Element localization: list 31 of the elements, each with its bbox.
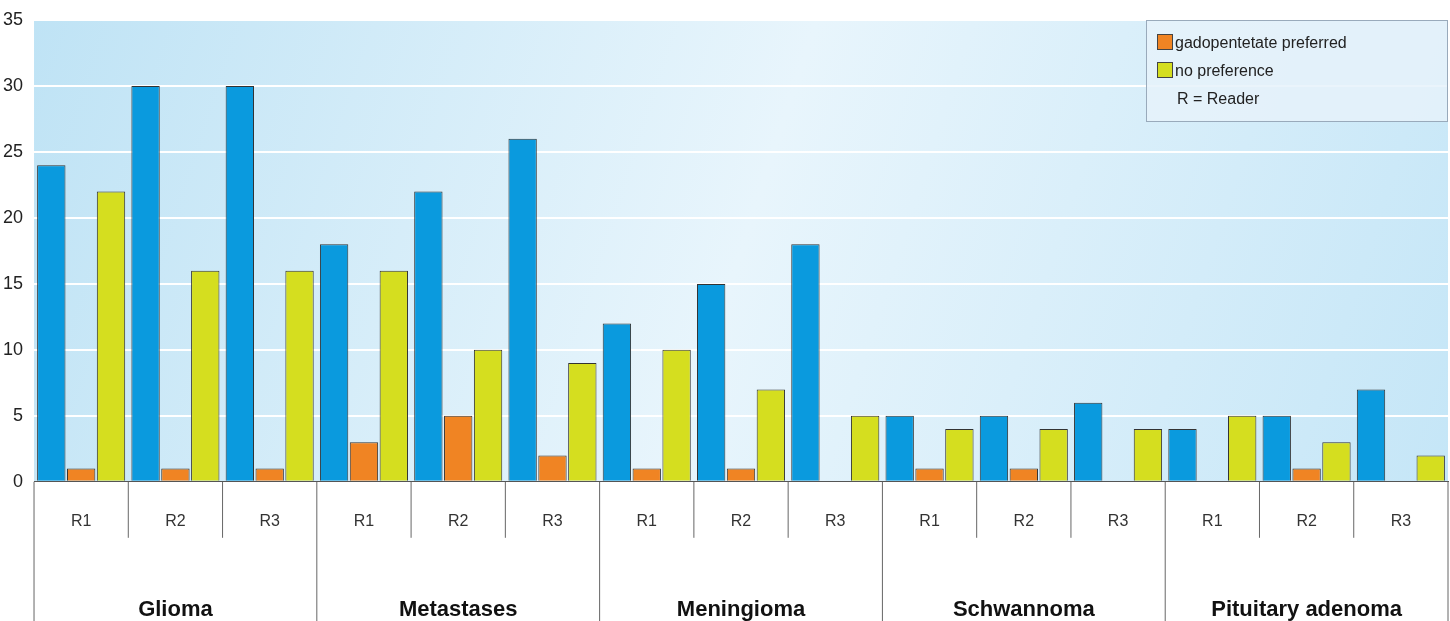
x-tick-label: R2 bbox=[1013, 511, 1035, 529]
legend-label: gadopentetate preferred bbox=[1174, 33, 1348, 53]
legend-label: no preference bbox=[1174, 61, 1275, 81]
y-tick-label: 0 bbox=[13, 470, 24, 491]
y-tick-label: 35 bbox=[2, 8, 24, 29]
y-tick-label: 5 bbox=[13, 404, 24, 425]
x-tick-label: R3 bbox=[1107, 511, 1129, 529]
annotation: R = Reader bbox=[1176, 89, 1261, 109]
x-tick-label: R1 bbox=[70, 511, 92, 529]
x-tick-label: R2 bbox=[1296, 511, 1317, 529]
x-tick-label: R2 bbox=[447, 511, 469, 529]
text: Schwannoma bbox=[952, 596, 1096, 621]
x-tick-label: R3 bbox=[1390, 511, 1412, 529]
y-tick-label: 15 bbox=[2, 272, 24, 293]
y-tick-label: 25 bbox=[2, 140, 24, 161]
x-tick-label: R3 bbox=[825, 511, 846, 529]
x-tick-label: R1 bbox=[636, 511, 658, 529]
y-tick-label: 20 bbox=[2, 206, 24, 227]
x-tick-label: R2 bbox=[730, 511, 752, 529]
x-tick-label: R1 bbox=[353, 511, 375, 529]
x-tick-label: R1 bbox=[919, 511, 940, 529]
x-tick-label: R2 bbox=[165, 511, 186, 529]
y-tick-label: 30 bbox=[2, 74, 24, 95]
y-tick-label: 10 bbox=[2, 338, 24, 359]
text: Glioma bbox=[138, 596, 214, 621]
text: Pituitary adenoma bbox=[1211, 596, 1403, 621]
x-tick-label: R1 bbox=[1202, 511, 1223, 529]
text: Metastases bbox=[398, 596, 518, 621]
text: Meningioma bbox=[676, 596, 806, 621]
x-tick-label: R3 bbox=[542, 511, 563, 529]
x-tick-label: R3 bbox=[259, 511, 281, 529]
